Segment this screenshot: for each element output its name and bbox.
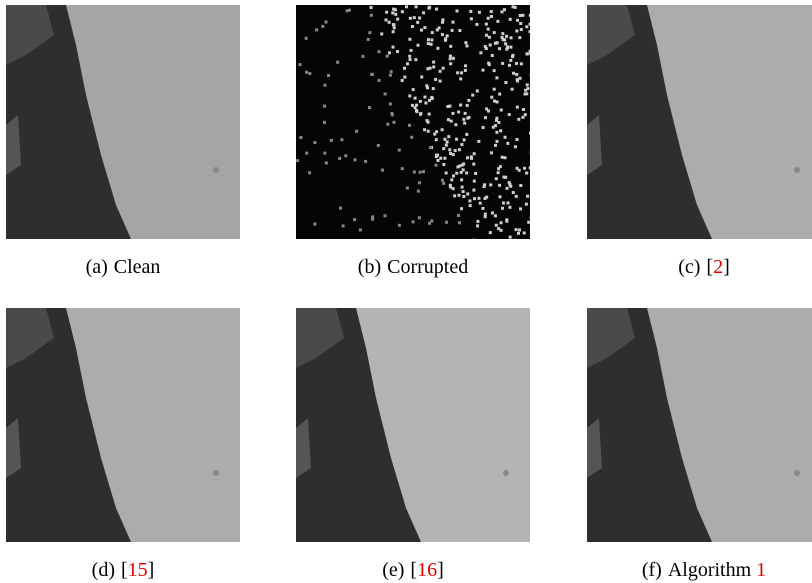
caption-label: (b): [358, 256, 381, 278]
caption-text: Clean: [114, 256, 161, 278]
caption-suffix: ]: [148, 559, 155, 581]
panel-image: [6, 308, 240, 542]
caption-text: [: [121, 559, 128, 581]
caption: (c)[2]: [554, 256, 812, 279]
panel-image: [587, 5, 812, 239]
caption-label: (d): [92, 559, 115, 581]
caption-ref[interactable]: 2: [713, 256, 723, 278]
caption-ref[interactable]: 1: [756, 559, 766, 581]
caption-text: Algorithm: [668, 559, 751, 581]
caption-label: (f): [642, 559, 662, 581]
caption-ref[interactable]: 15: [128, 559, 148, 581]
panel-image: [587, 308, 812, 542]
caption: (d) [15]: [0, 559, 273, 582]
caption-label: (c): [678, 256, 700, 278]
caption-suffix: ]: [723, 256, 730, 278]
panel-image: [296, 308, 530, 542]
caption-text: Corrupted: [387, 256, 468, 278]
caption-label: (a): [86, 256, 108, 278]
caption-suffix: ]: [437, 559, 444, 581]
caption: (b) Corrupted: [263, 256, 563, 279]
caption: (e)[16]: [263, 559, 563, 582]
figure: (a)Clean(b)Corrupted(c)[2](d)[15](e)[16]…: [0, 0, 812, 583]
caption: (a) Clean: [0, 256, 273, 279]
caption-ref[interactable]: 16: [417, 559, 437, 581]
panel-image: [6, 5, 240, 239]
panel-image: [296, 5, 530, 239]
caption-label: (e): [382, 559, 404, 581]
